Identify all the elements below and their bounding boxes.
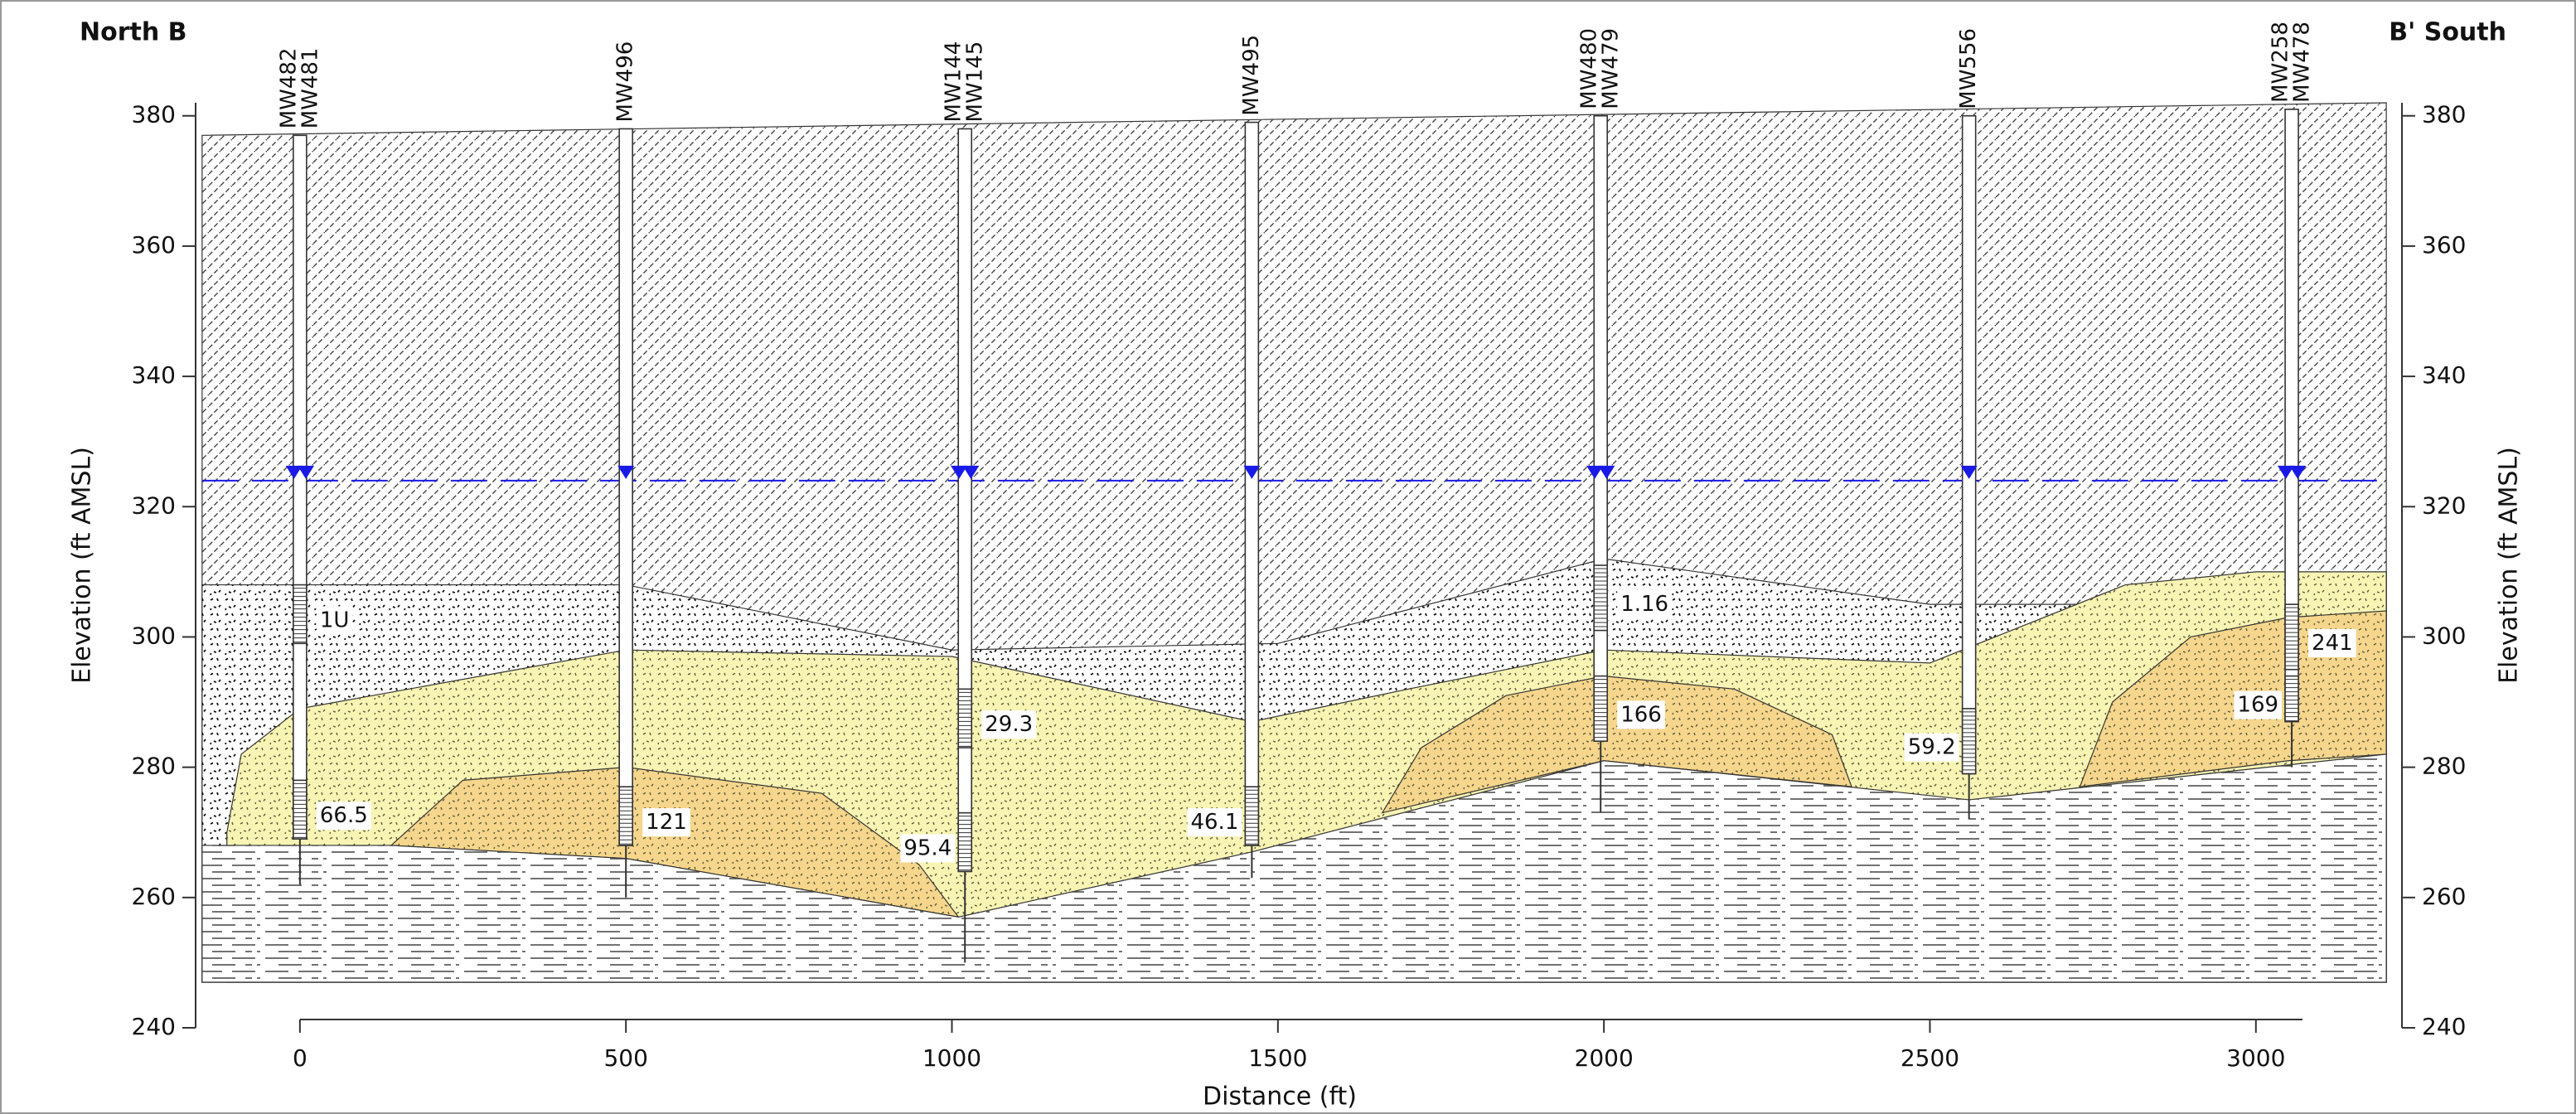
concentration-label: 1.16 — [1620, 592, 1668, 617]
well-screen — [958, 813, 971, 872]
y2-tick-label: 280 — [2422, 753, 2466, 780]
well-casing — [958, 128, 971, 871]
y2-tick-label: 380 — [2422, 101, 2466, 128]
concentration-label: 241 — [2312, 631, 2353, 656]
concentration-label: 121 — [646, 810, 687, 835]
y2-tick-label: 340 — [2422, 361, 2466, 389]
y-tick-label: 280 — [132, 753, 176, 780]
y2-tick-label: 360 — [2422, 231, 2466, 259]
concentration-label: 166 — [1620, 702, 1662, 727]
y-tick-label: 380 — [132, 101, 176, 128]
x-axis-label: Distance (ft) — [1203, 1083, 1357, 1112]
well-screen — [293, 780, 307, 839]
well-casing — [1245, 123, 1258, 845]
x-tick-label: 1500 — [1248, 1044, 1307, 1072]
x-tick-label: 2500 — [1901, 1044, 1959, 1072]
concentration-label: 46.1 — [1190, 810, 1238, 835]
well-name: MW145 — [963, 41, 988, 123]
x-tick-label: 500 — [603, 1044, 647, 1072]
concentration-label: 66.5 — [320, 803, 368, 828]
y2-tick-label: 300 — [2422, 622, 2466, 649]
well-screen — [1245, 787, 1258, 845]
well-name: MW496 — [613, 41, 638, 123]
well-casing — [619, 128, 632, 845]
well-name: MW556 — [1956, 28, 1981, 109]
title-right: B' South — [2389, 18, 2506, 47]
y2-tick-label: 260 — [2422, 883, 2466, 910]
page: {"chart_data": { "type": "cross_section"… — [0, 0, 2576, 1114]
well-casing — [1594, 116, 1607, 741]
well-name: MW478 — [2290, 22, 2315, 103]
concentration-label: 95.4 — [903, 836, 951, 861]
x-tick-label: 3000 — [2226, 1044, 2285, 1072]
concentration-label: 169 — [2237, 693, 2278, 718]
y-tick-label: 260 — [132, 883, 176, 910]
well-name: MW479 — [1599, 28, 1624, 109]
y-tick-label: 300 — [132, 622, 176, 649]
title-left: North B — [80, 18, 187, 47]
x-tick-label: 1000 — [922, 1044, 981, 1072]
y-tick-label: 240 — [132, 1013, 176, 1040]
well-name: MW481 — [298, 48, 322, 129]
y2-tick-label: 240 — [2422, 1013, 2466, 1040]
well-screen — [958, 689, 971, 748]
well-casing — [1963, 116, 1976, 774]
well-screen — [619, 787, 632, 845]
concentration-label: 59.2 — [1908, 735, 1956, 760]
y2-axis-label: Elevation (ft AMSL) — [2495, 447, 2524, 684]
y-tick-label: 340 — [132, 361, 176, 389]
concentration-label: 1U — [320, 608, 350, 632]
well-screen — [2285, 676, 2298, 722]
x-tick-label: 0 — [293, 1044, 307, 1072]
chart: North B B' South Distance (ft) Elevation… — [0, 0, 2576, 1114]
y-axis-label: Elevation (ft AMSL) — [68, 447, 97, 684]
well-screen — [293, 585, 307, 644]
y-tick-label: 320 — [132, 492, 176, 519]
y-tick-label: 360 — [132, 231, 176, 259]
well-casing — [293, 135, 307, 839]
concentration-label: 29.3 — [985, 712, 1033, 737]
well-name: MW495 — [1239, 35, 1264, 116]
y2-tick-label: 320 — [2422, 492, 2466, 519]
x-tick-label: 2000 — [1575, 1044, 1634, 1072]
